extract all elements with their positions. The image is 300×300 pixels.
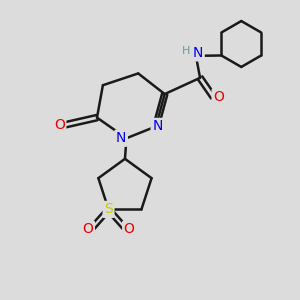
Text: O: O: [213, 90, 224, 104]
Text: O: O: [124, 222, 135, 236]
Text: O: O: [82, 222, 93, 236]
Text: N: N: [116, 131, 126, 145]
Text: S: S: [104, 202, 113, 216]
Text: O: O: [54, 118, 65, 132]
Text: N: N: [152, 119, 163, 134]
Text: H: H: [182, 46, 190, 56]
Text: N: N: [193, 46, 203, 60]
